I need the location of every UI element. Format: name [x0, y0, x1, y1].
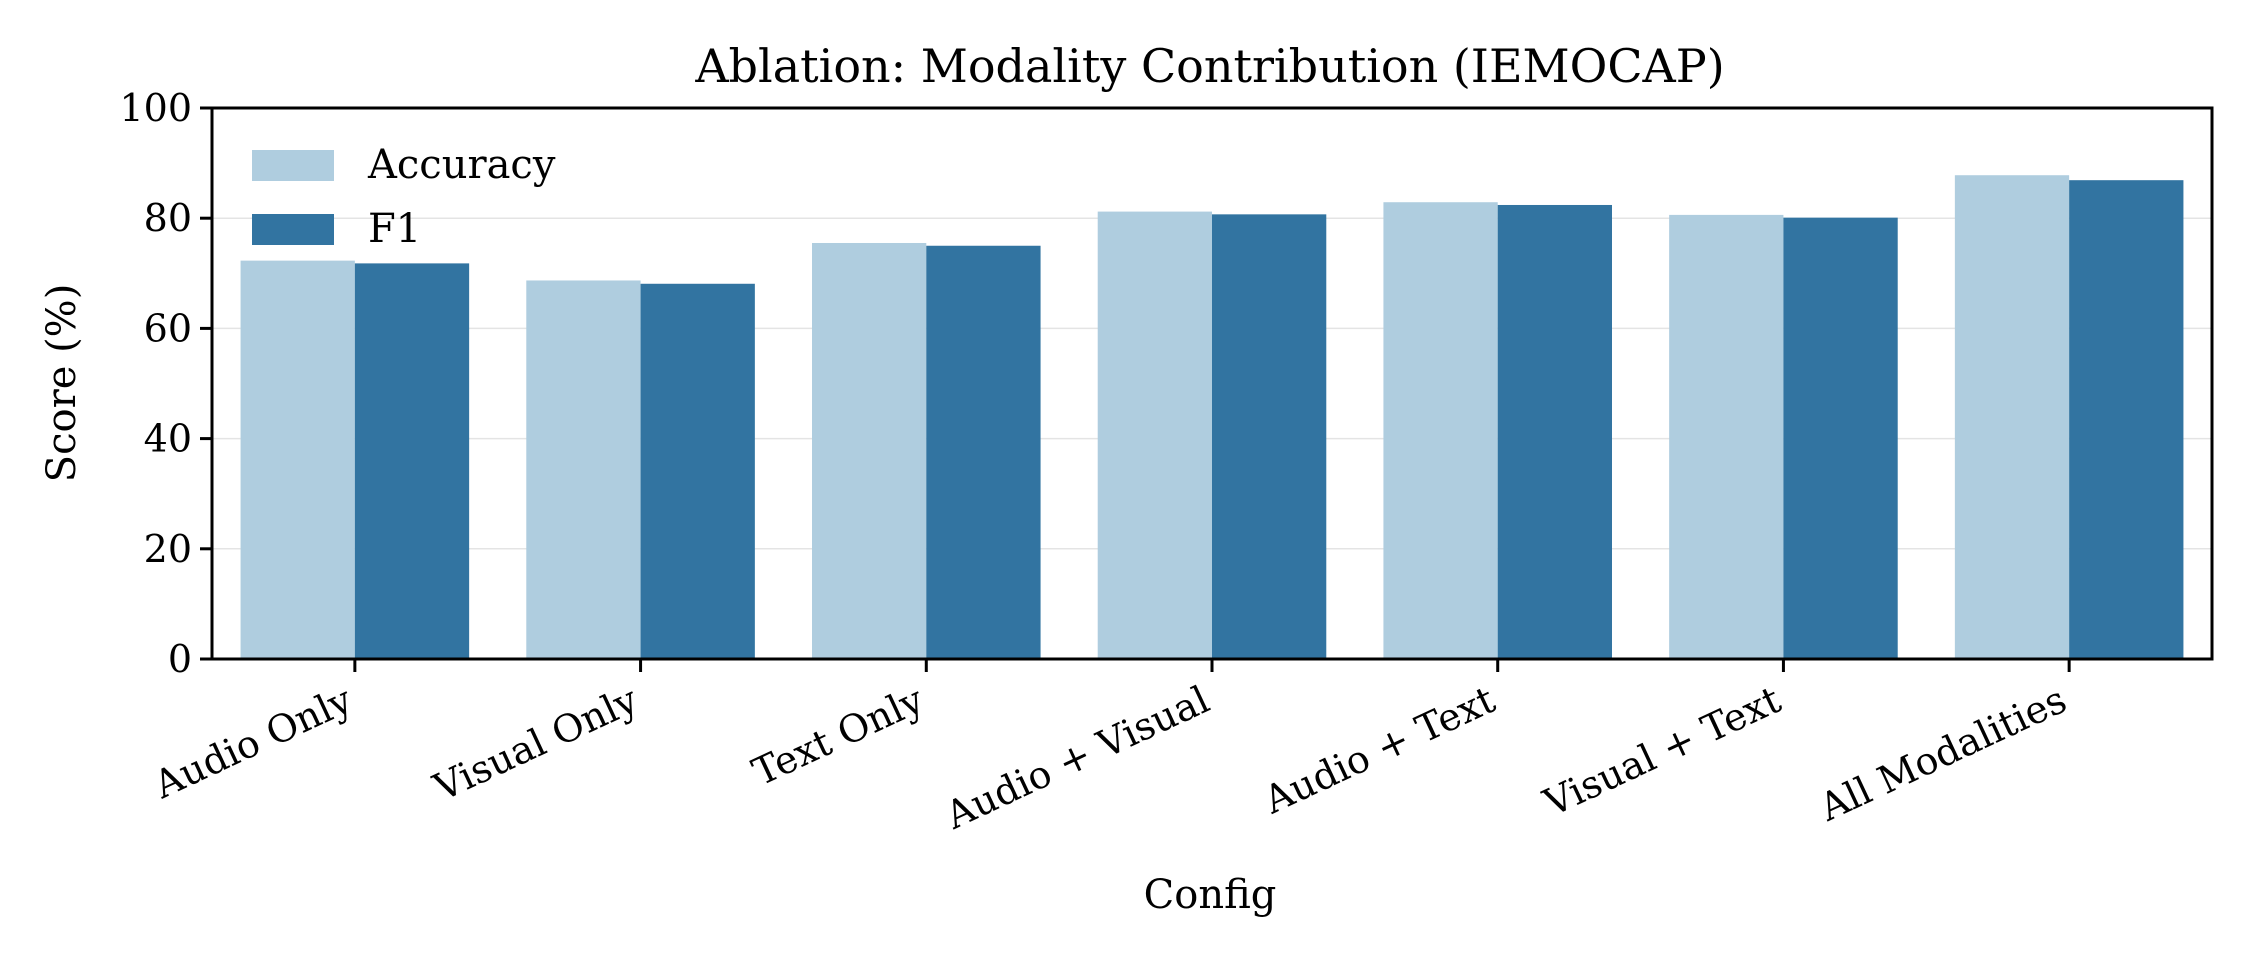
legend-swatch-accuracy	[252, 150, 334, 181]
legend-label-accuracy: Accuracy	[367, 142, 556, 188]
x-tick-label: Visual + Text	[1536, 677, 1787, 825]
legend-swatch-f1	[252, 214, 334, 245]
bar-f1-5	[1783, 217, 1898, 660]
x-axis: Audio Only Visual Only Text Only Audio + Vi…	[146, 659, 2073, 838]
x-tick-label: All Modalities	[1812, 677, 2073, 830]
bar-accuracy-5	[1669, 214, 1784, 660]
y-tick-label: 20	[144, 527, 192, 571]
y-tick-label: 60	[144, 306, 192, 350]
x-tick-label: Audio Only	[146, 677, 359, 807]
bar-f1-1	[640, 283, 755, 659]
x-axis-label: Config	[1144, 872, 1277, 918]
bar-f1-0	[354, 263, 470, 659]
bar-accuracy-0	[240, 260, 355, 659]
x-tick-label: Text Only	[746, 677, 931, 794]
bar-accuracy-6	[1954, 175, 2070, 660]
bars	[240, 175, 2184, 660]
legend-label-f1: F1	[368, 206, 421, 252]
bar-f1-4	[1497, 204, 1612, 659]
y-axis-label: Score (%)	[39, 284, 85, 483]
bar-accuracy-2	[812, 242, 927, 659]
y-tick-label: 80	[144, 196, 192, 240]
chart-title: Ablation: Modality Contribution (IEMOCAP…	[694, 39, 1724, 93]
x-tick-label: Visual Only	[426, 677, 644, 810]
plot-frame	[210, 106, 2214, 661]
bar-f1-6	[2069, 180, 2184, 659]
legend: Accuracy F1	[252, 142, 556, 252]
bar-accuracy-3	[1097, 211, 1212, 659]
y-axis: 0 20 40 60 80 100	[119, 86, 212, 681]
y-tick-label: 40	[144, 417, 192, 461]
bar-f1-2	[926, 245, 1041, 659]
bar-accuracy-1	[526, 280, 641, 659]
bar-accuracy-4	[1383, 202, 1498, 659]
bar-f1-3	[1212, 214, 1327, 659]
y-tick-label: 100	[119, 86, 192, 130]
x-tick-label: Audio + Visual	[938, 677, 1216, 838]
x-tick-label: Audio + Text	[1256, 677, 1501, 822]
y-tick-label: 0	[168, 637, 192, 681]
